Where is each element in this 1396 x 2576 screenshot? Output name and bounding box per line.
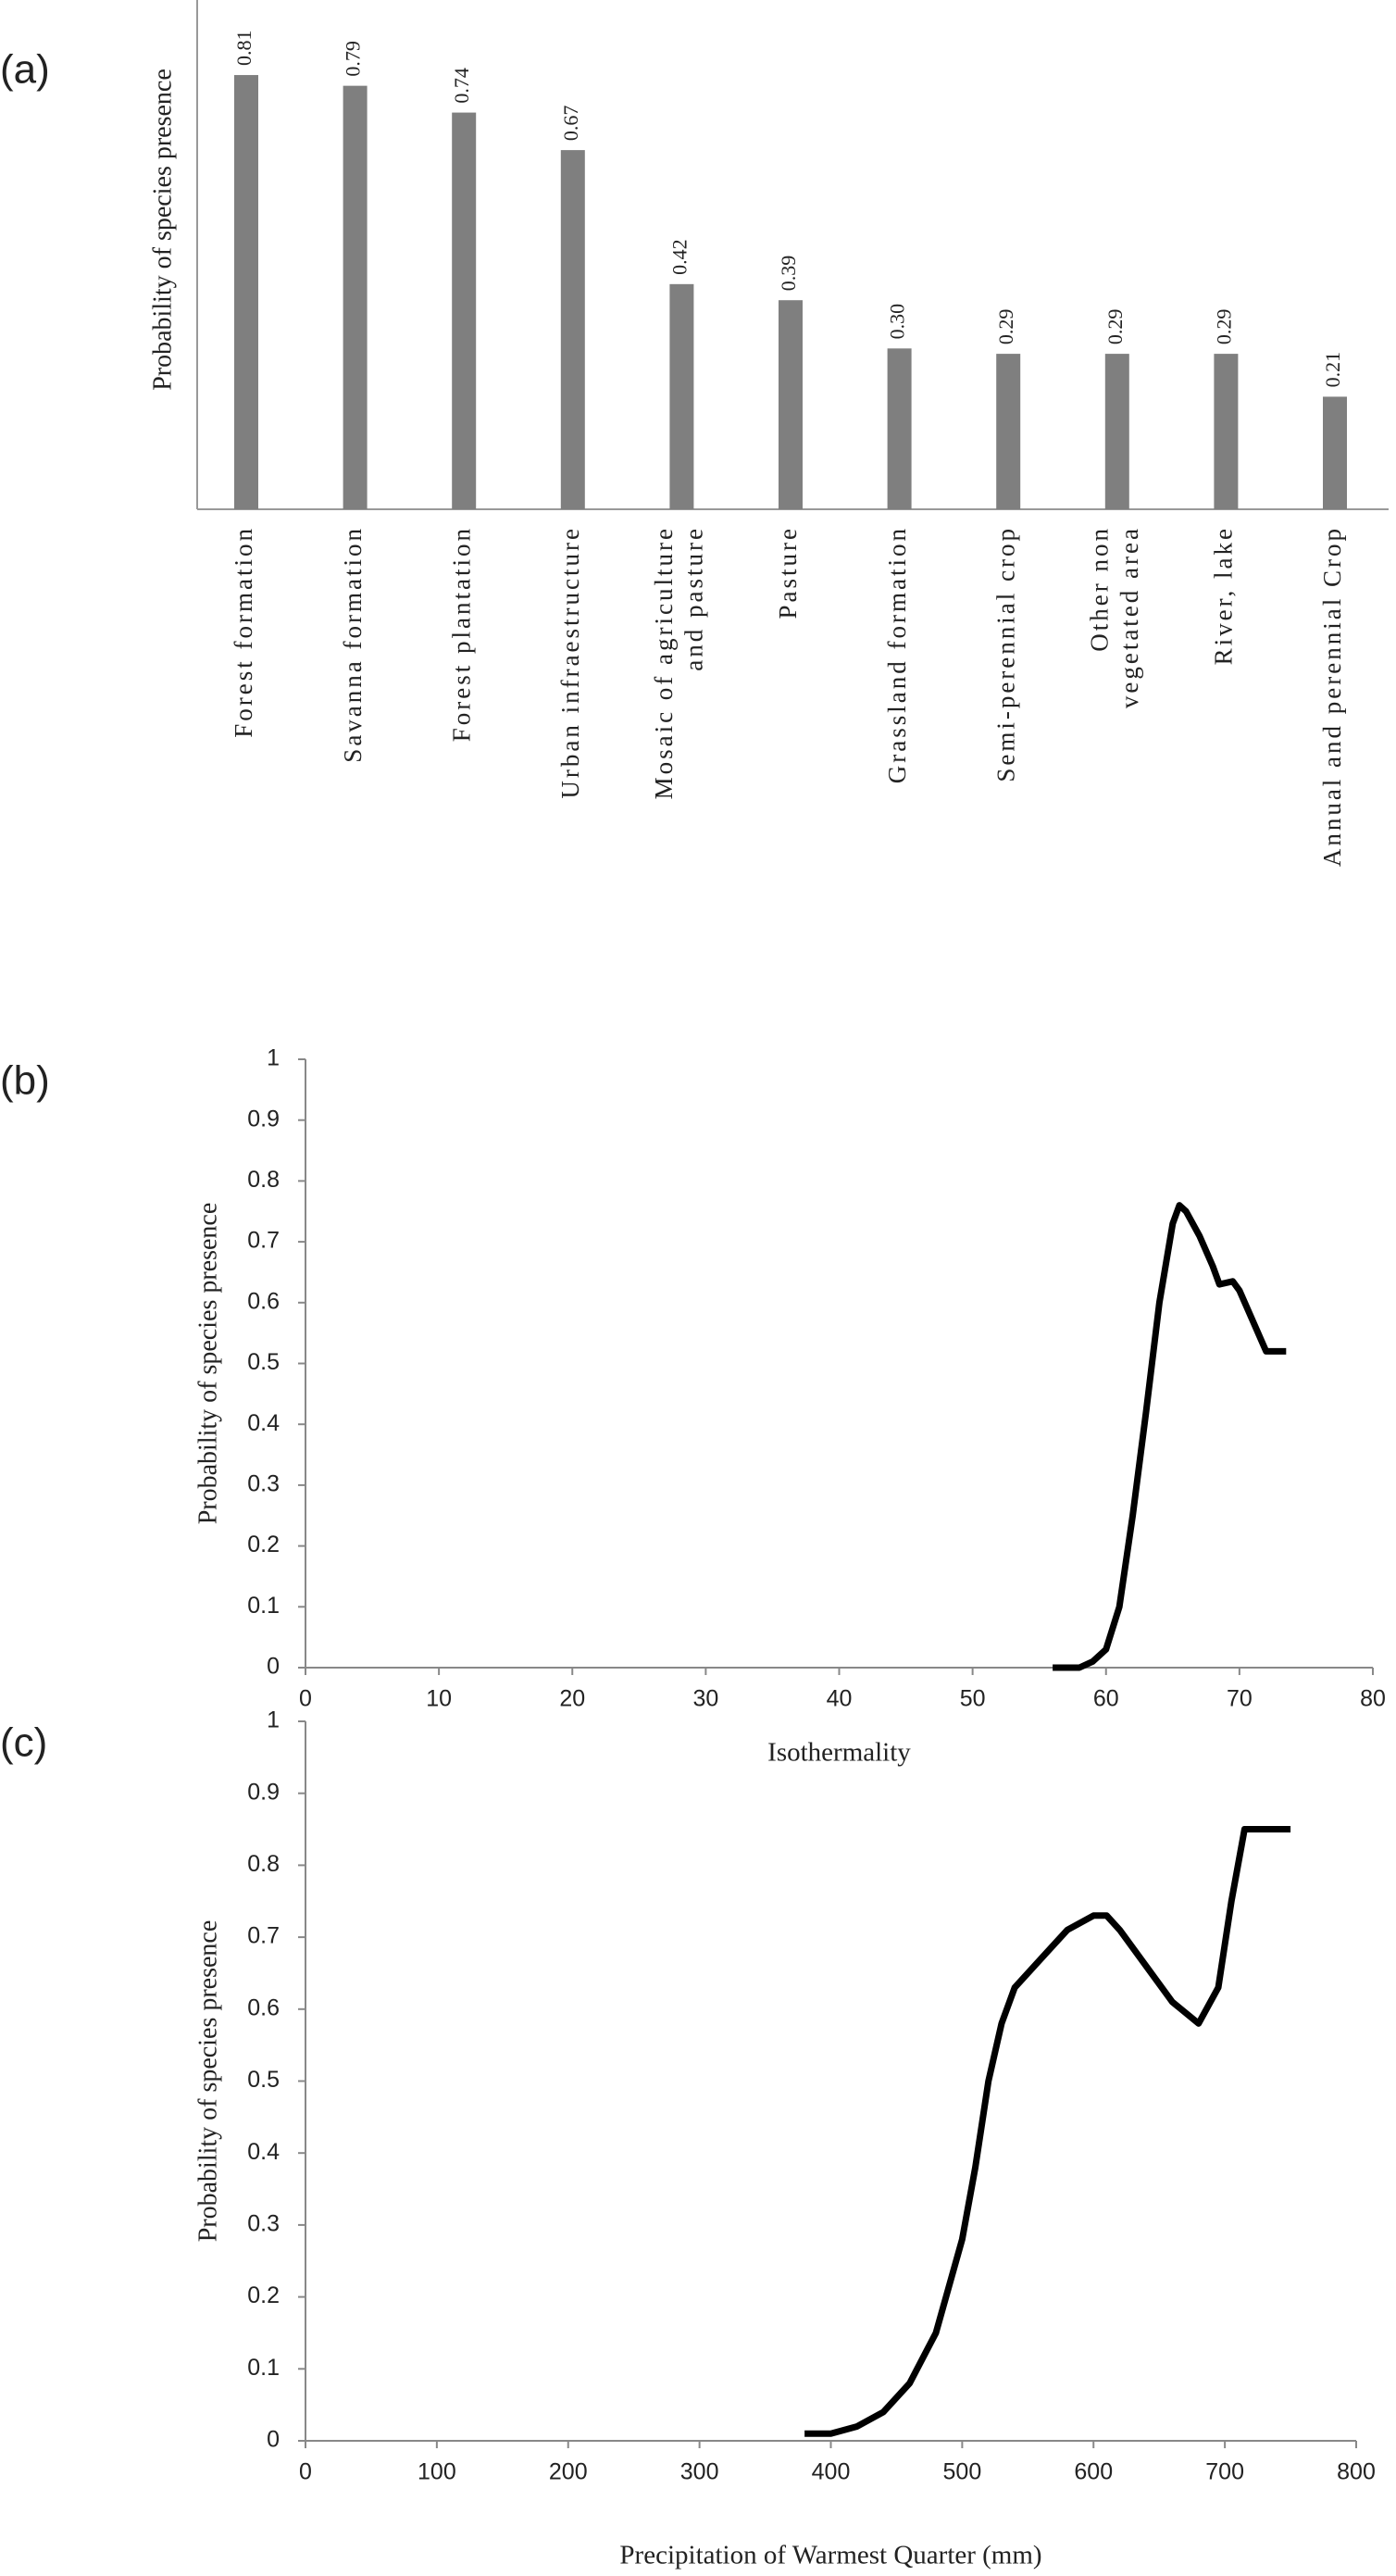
line <box>804 1826 1291 2437</box>
x-tick-label: 700 <box>1205 2459 1244 2485</box>
x-tick-label: 500 <box>943 2459 982 2485</box>
bar <box>234 75 258 509</box>
x-tick-label: Mosaic of agricultureand pasture <box>650 526 707 799</box>
x-tick-label: Other nonvegetated area <box>1086 526 1143 708</box>
x-tick-label: 70 <box>1227 1686 1253 1712</box>
y-tick-label: 0.8 <box>247 1167 280 1193</box>
y-tick-label: 0.5 <box>247 2067 280 2093</box>
x-tick-label: Savanna formation <box>339 526 367 763</box>
y-tick-label: 1 <box>267 1707 280 1733</box>
value-label: 0.81 <box>232 31 256 67</box>
value-label: 0.39 <box>777 256 800 292</box>
x-tick-label: 10 <box>426 1686 452 1712</box>
x-tick-label: 0 <box>299 2459 312 2485</box>
value-label: 0.21 <box>1321 352 1344 388</box>
y-tick-label: 0 <box>267 2427 280 2453</box>
value-label: 0.42 <box>667 239 691 275</box>
y-tick-label: 0.2 <box>247 1532 280 1557</box>
x-tick-label: 600 <box>1074 2459 1113 2485</box>
panel-label: (b) <box>0 1058 50 1104</box>
y-axis-label: Probability of species presence <box>193 1920 222 2243</box>
bar <box>669 283 694 509</box>
x-tick-label: 20 <box>559 1686 585 1712</box>
y-tick-label: 0.9 <box>247 1106 280 1132</box>
value-label: 0.29 <box>1103 309 1127 345</box>
y-tick-label: 0.9 <box>247 1779 280 1805</box>
bar <box>452 112 477 509</box>
bar <box>1323 396 1347 509</box>
x-tick-label: 80 <box>1360 1686 1386 1712</box>
x-tick-label: 30 <box>692 1686 718 1712</box>
value-label: 0.67 <box>559 106 582 142</box>
x-tick-label: Forest formation <box>230 526 257 738</box>
y-tick-label: 0.4 <box>247 2139 280 2165</box>
x-tick-label: 40 <box>827 1686 853 1712</box>
x-tick-label: 300 <box>680 2459 719 2485</box>
bar <box>779 300 803 509</box>
value-label: 0.29 <box>1212 309 1235 345</box>
y-axis-label: Probability of species presence <box>193 1203 222 1525</box>
y-tick-label: 0.3 <box>247 1471 280 1497</box>
x-tick-label: 200 <box>549 2459 588 2485</box>
bar <box>560 150 585 509</box>
bar <box>996 354 1021 509</box>
y-tick-label: 0.1 <box>247 2355 280 2381</box>
y-tick-label: 0.7 <box>247 1923 280 1949</box>
x-axis-label: Precipitation of Warmest Quarter (mm) <box>619 2541 1041 2570</box>
x-tick-label: Pasture <box>774 526 802 619</box>
bar <box>343 85 368 509</box>
x-tick-label: Semi-perennial crop <box>991 526 1019 782</box>
y-tick-label: 0.7 <box>247 1228 280 1254</box>
panel-label: (c) <box>0 1720 47 1766</box>
x-axis-label: Isothermality <box>767 1738 911 1768</box>
x-tick-label: 0 <box>299 1686 312 1712</box>
value-label: 0.29 <box>994 309 1017 345</box>
x-tick-label: 50 <box>960 1686 986 1712</box>
y-tick-label: 0.2 <box>247 2282 280 2308</box>
x-tick-label: 60 <box>1093 1686 1119 1712</box>
x-tick-label: Grassland formation <box>883 526 911 783</box>
y-tick-label: 0.6 <box>247 1288 280 1314</box>
bar <box>1104 354 1129 509</box>
x-tick-label: River, lake <box>1210 526 1238 665</box>
value-label: 0.30 <box>886 304 909 340</box>
y-tick-label: 1 <box>267 1045 280 1071</box>
value-label: 0.74 <box>450 68 473 104</box>
y-axis-label: Probability of species presence <box>148 69 177 391</box>
y-tick-label: 0.1 <box>247 1593 280 1619</box>
y-tick-label: 0.4 <box>247 1410 280 1436</box>
bar <box>887 348 912 509</box>
y-tick-label: 0.6 <box>247 1995 280 2020</box>
value-label: 0.79 <box>342 41 365 77</box>
panel-label: (a) <box>0 47 50 93</box>
x-tick-label: Urban infraestructure <box>556 526 584 799</box>
bar <box>1214 354 1239 509</box>
x-tick-label: Annual and perennial Crop <box>1318 526 1346 867</box>
y-tick-label: 0.3 <box>247 2211 280 2237</box>
y-tick-label: 0.5 <box>247 1349 280 1375</box>
y-tick-label: 0.8 <box>247 1851 280 1877</box>
x-tick-label: 400 <box>812 2459 851 2485</box>
x-tick-label: 100 <box>418 2459 456 2485</box>
y-tick-label: 0 <box>267 1654 280 1680</box>
x-tick-label: Forest plantation <box>447 526 475 742</box>
x-tick-label: 800 <box>1337 2459 1376 2485</box>
line <box>1053 1202 1287 1671</box>
